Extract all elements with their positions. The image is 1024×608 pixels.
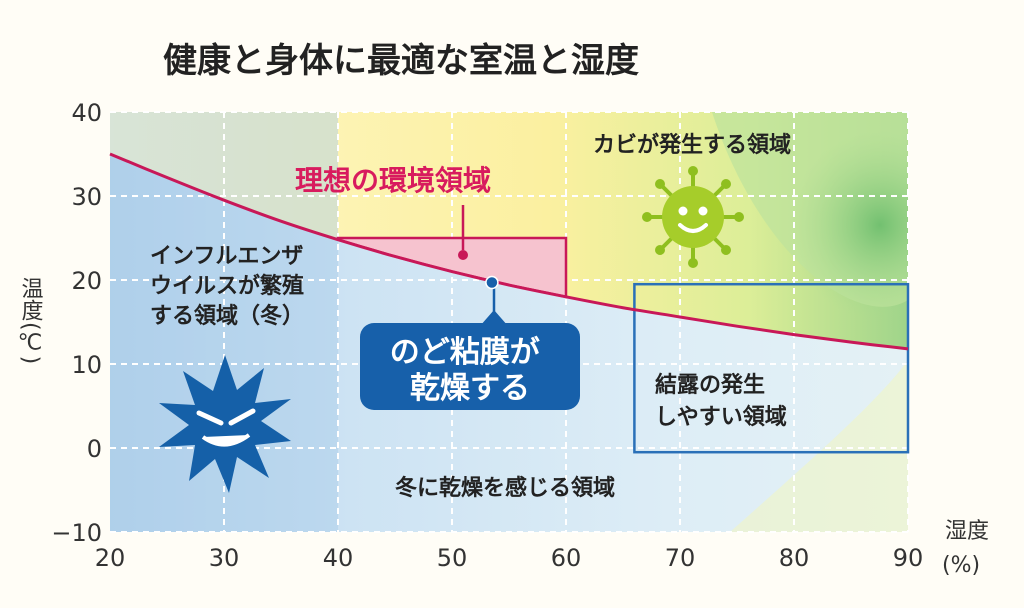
mold-icon <box>642 166 744 268</box>
dry-throat-callout <box>360 323 580 410</box>
condensation-label-line: しやすい領域 <box>655 404 787 430</box>
x-axis-title: 湿度 <box>945 519 989 544</box>
y-axis-unit: (℃) <box>18 322 43 364</box>
marker-point <box>485 275 499 290</box>
y-axis-title: 温度 <box>18 277 44 321</box>
influenza-label-line: ウイルスが繁殖 <box>150 273 304 299</box>
mold-zone-dense <box>790 130 908 320</box>
y-tick-label: 0 <box>87 435 102 463</box>
winter-dryness-label: 冬に乾燥を感じる領域 <box>395 475 615 501</box>
ideal-zone-dot <box>458 250 468 260</box>
x-tick-label: 70 <box>665 544 696 572</box>
influenza-zone-label: インフルエンザ ウイルスが繁殖 する領域（冬） <box>150 244 312 329</box>
dry-throat-label-line: のど粘膜が <box>390 335 540 370</box>
virus-icon <box>159 355 291 493</box>
chart-title: 健康と身体に最適な室温と湿度 <box>163 41 639 81</box>
x-tick-labels: 20 30 40 50 60 70 80 90 <box>95 544 924 572</box>
comfort-curve-line <box>109 152 909 351</box>
influenza-label-line: する領域（冬） <box>150 303 304 329</box>
dry-throat-label-line: 乾燥する <box>410 371 530 406</box>
condensation-label-line: 結露の発生 <box>655 372 765 398</box>
y-tick-label: 30 <box>71 183 102 211</box>
x-tick-label: 90 <box>893 544 924 572</box>
x-tick-label: 80 <box>779 544 810 572</box>
ideal-zone-label: 理想の環境領域 <box>295 164 491 197</box>
x-tick-label: 50 <box>437 544 468 572</box>
y-tick-label: 10 <box>71 351 102 379</box>
x-tick-label: 30 <box>209 544 240 572</box>
dry-throat-callout-tail <box>480 310 508 326</box>
y-tick-labels: 40 30 20 10 0 −10 <box>51 99 102 547</box>
dry-throat-label: のど粘膜が 乾燥する <box>390 335 550 406</box>
condensation-tint <box>730 360 908 532</box>
condensation-zone-box <box>633 282 910 454</box>
y-tick-label: −10 <box>51 519 102 547</box>
y-tick-label: 40 <box>71 99 102 127</box>
x-tick-label: 60 <box>551 544 582 572</box>
x-axis-unit: (%) <box>942 553 980 578</box>
mold-zone-label: カビが発生する領域 <box>593 132 791 158</box>
y-tick-label: 20 <box>71 267 102 295</box>
condensation-zone-label: 結露の発生 しやすい領域 <box>655 372 787 430</box>
x-tick-label: 20 <box>95 544 126 572</box>
influenza-label-line: インフルエンザ <box>150 244 303 269</box>
x-tick-label: 40 <box>323 544 354 572</box>
